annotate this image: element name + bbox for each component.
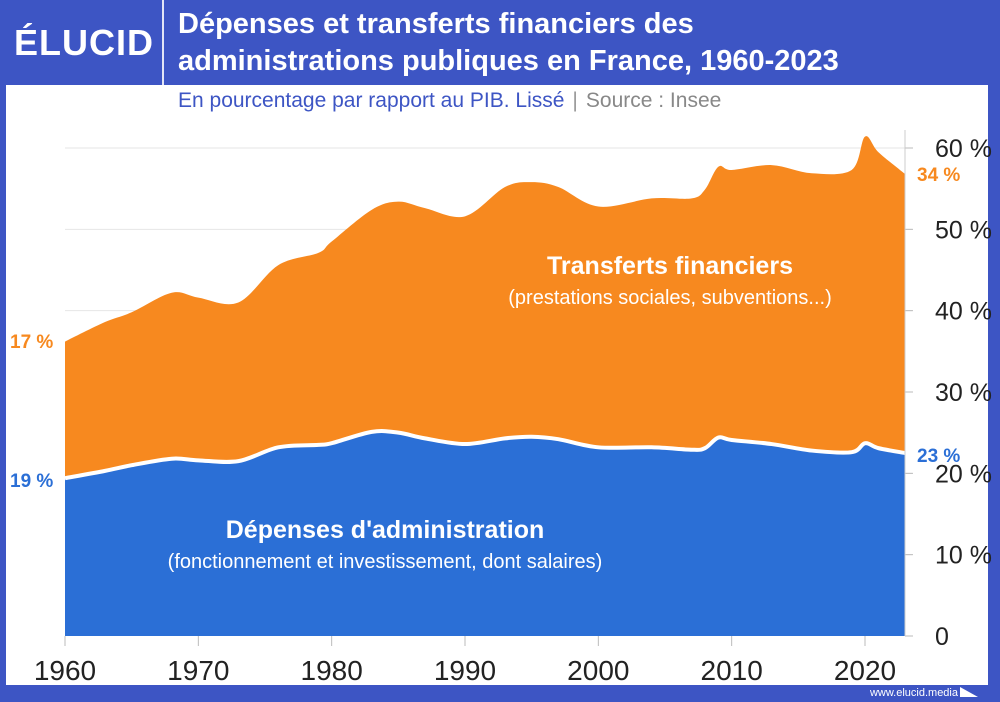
source-text: Source : Insee — [585, 89, 722, 112]
subtitle-text: En pourcentage par rapport au PIB. Lissé — [178, 89, 565, 112]
y-tick-label: 30 % — [935, 379, 992, 407]
y-tick-label: 40 % — [935, 298, 992, 326]
y-tick-label: 60 % — [935, 135, 992, 163]
admin-start-label: 19 % — [10, 471, 53, 492]
title-line-1: Dépenses et transferts financiers des — [178, 8, 694, 40]
x-tick-label: 2010 — [701, 655, 763, 686]
transfers-end-label: 34 % — [917, 165, 960, 186]
subtitle: En pourcentage par rapport au PIB. Lissé… — [178, 89, 721, 113]
x-tick-label: 1980 — [301, 655, 363, 686]
area-admin — [65, 431, 905, 636]
admin-series-name: Dépenses d'administration — [226, 516, 545, 544]
x-tick-label: 2020 — [834, 655, 896, 686]
transfers-start-label: 17 % — [10, 332, 53, 353]
header-divider — [162, 0, 164, 85]
elucid-logo: ÉLUCID — [14, 22, 154, 63]
subtitle-separator: | — [572, 89, 578, 112]
y-tick-label: 50 % — [935, 216, 992, 244]
header: ÉLUCID Dépenses et transferts financiers… — [0, 0, 1000, 85]
x-tick-label: 1960 — [34, 655, 96, 686]
y-tick-label: 0 — [935, 623, 949, 651]
x-tick-label: 1990 — [434, 655, 496, 686]
x-tick-label: 2000 — [567, 655, 629, 686]
elucid-flag-icon — [960, 687, 978, 697]
website-link[interactable]: www.elucid.media — [869, 687, 958, 699]
admin-boundary-line — [64, 429, 906, 481]
admin-end-label: 23 % — [917, 446, 960, 467]
transfers-series-note: (prestations sociales, subventions...) — [508, 287, 832, 309]
transfers-series-name: Transferts financiers — [547, 252, 793, 280]
admin-series-note: (fonctionnement et investissement, dont … — [168, 551, 603, 573]
x-tick-label: 1970 — [167, 655, 229, 686]
chart-title: Dépenses et transferts financiers des ad… — [178, 6, 839, 80]
y-tick-label: 20 % — [935, 460, 992, 488]
y-tick-label: 10 % — [935, 542, 992, 570]
title-line-2: administrations publiques en France, 196… — [178, 45, 839, 77]
